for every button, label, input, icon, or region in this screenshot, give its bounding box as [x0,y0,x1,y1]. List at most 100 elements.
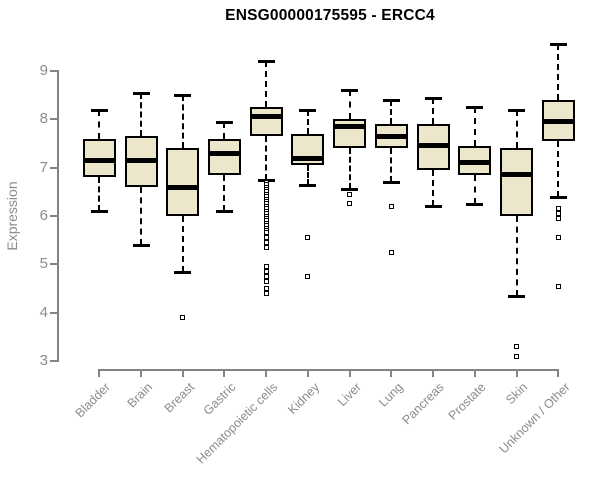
x-tick [473,371,476,377]
outlier-point [388,203,394,209]
median-line [541,119,575,125]
chart-title: ENSG00000175595 - ERCC4 [225,7,435,24]
outlier-point [347,191,353,197]
outlier-point [305,273,311,279]
upper-whisker [348,90,351,120]
x-tick [515,371,518,377]
outlier-point [263,230,269,236]
outlier-point [514,353,520,359]
x-tick-label: Skin [503,380,531,408]
lower-whisker-cap [132,244,150,247]
upper-whisker-cap [341,89,359,93]
y-tick-label: 9 [39,62,48,79]
y-tick [50,215,57,217]
outlier-point [305,235,311,241]
lower-whisker-cap [299,183,317,187]
iqr-box [207,138,241,175]
outlier-point [263,286,269,291]
upper-whisker [181,95,184,149]
lower-whisker [432,170,435,207]
x-tick [223,371,226,377]
outlier-point [263,235,269,241]
lower-whisker [306,165,309,185]
lower-whisker [348,148,351,190]
upper-whisker-cap [382,99,400,102]
outlier-point [388,249,394,255]
x-tick [390,371,393,377]
y-tick-label: 3 [39,352,48,369]
median-line [333,124,367,130]
outlier-point [555,211,561,217]
y-tick [50,311,57,314]
x-tick-label: Breast [161,380,197,416]
median-line [82,157,116,163]
upper-whisker [223,121,226,139]
y-tick-label: 5 [39,255,48,273]
y-tick [50,118,57,121]
iqr-box [249,107,283,137]
lower-whisker-cap [90,210,108,214]
outlier-point [263,240,269,246]
x-tick-label: Prostate [445,380,489,423]
lower-whisker [265,136,268,180]
outlier-point [263,269,269,275]
lower-whisker-cap [174,270,192,274]
x-tick-label: Lung [375,380,406,410]
x-axis-line [98,369,560,371]
outlier-point [263,290,269,296]
y-tick-label: 6 [39,207,48,224]
x-tick-label: Pancreas [399,380,448,428]
x-tick [557,371,560,377]
x-tick [181,371,184,377]
iqr-box [166,148,200,216]
y-tick-label: 8 [39,110,48,128]
outlier-point [263,264,269,270]
y-tick [50,166,57,169]
y-axis-line [57,70,59,362]
median-line [207,150,241,156]
x-tick [432,371,435,377]
upper-whisker-cap [174,94,192,98]
median-line [166,184,200,190]
upper-whisker [140,92,143,137]
lower-whisker [557,141,560,197]
upper-whisker [390,100,393,125]
lower-whisker-cap [341,188,359,192]
upper-whisker-cap [424,96,442,100]
x-tick-label: Liver [334,380,364,410]
x-tick-label: Gastric [200,380,239,418]
median-line [458,160,492,166]
outlier-point [347,201,353,207]
x-tick [306,371,309,377]
upper-whisker [306,109,309,134]
x-tick [348,371,351,377]
iqr-box [500,148,534,216]
upper-whisker-cap [466,106,484,110]
upper-whisker-cap [299,108,317,112]
y-tick [50,70,57,72]
y-tick [50,263,57,266]
y-tick-label: 7 [39,158,48,176]
median-line [124,157,158,163]
lower-whisker [473,174,476,204]
lower-whisker [390,148,393,183]
outlier-point [263,273,269,279]
lower-whisker [515,216,518,296]
y-tick [50,360,57,362]
outlier-point [555,215,561,221]
upper-whisker-cap [215,120,233,124]
upper-whisker-cap [549,43,567,47]
outlier-point [180,315,186,320]
lower-whisker-cap [424,205,442,209]
upper-whisker-cap [132,91,150,95]
upper-whisker [515,109,518,149]
median-line [500,172,534,178]
outlier-point [555,206,561,212]
outlier-point [555,235,561,241]
upper-whisker [432,97,435,125]
upper-whisker-cap [90,108,108,112]
x-tick-label: Brain [124,380,155,411]
upper-whisker [265,61,268,108]
lower-whisker [98,177,101,212]
